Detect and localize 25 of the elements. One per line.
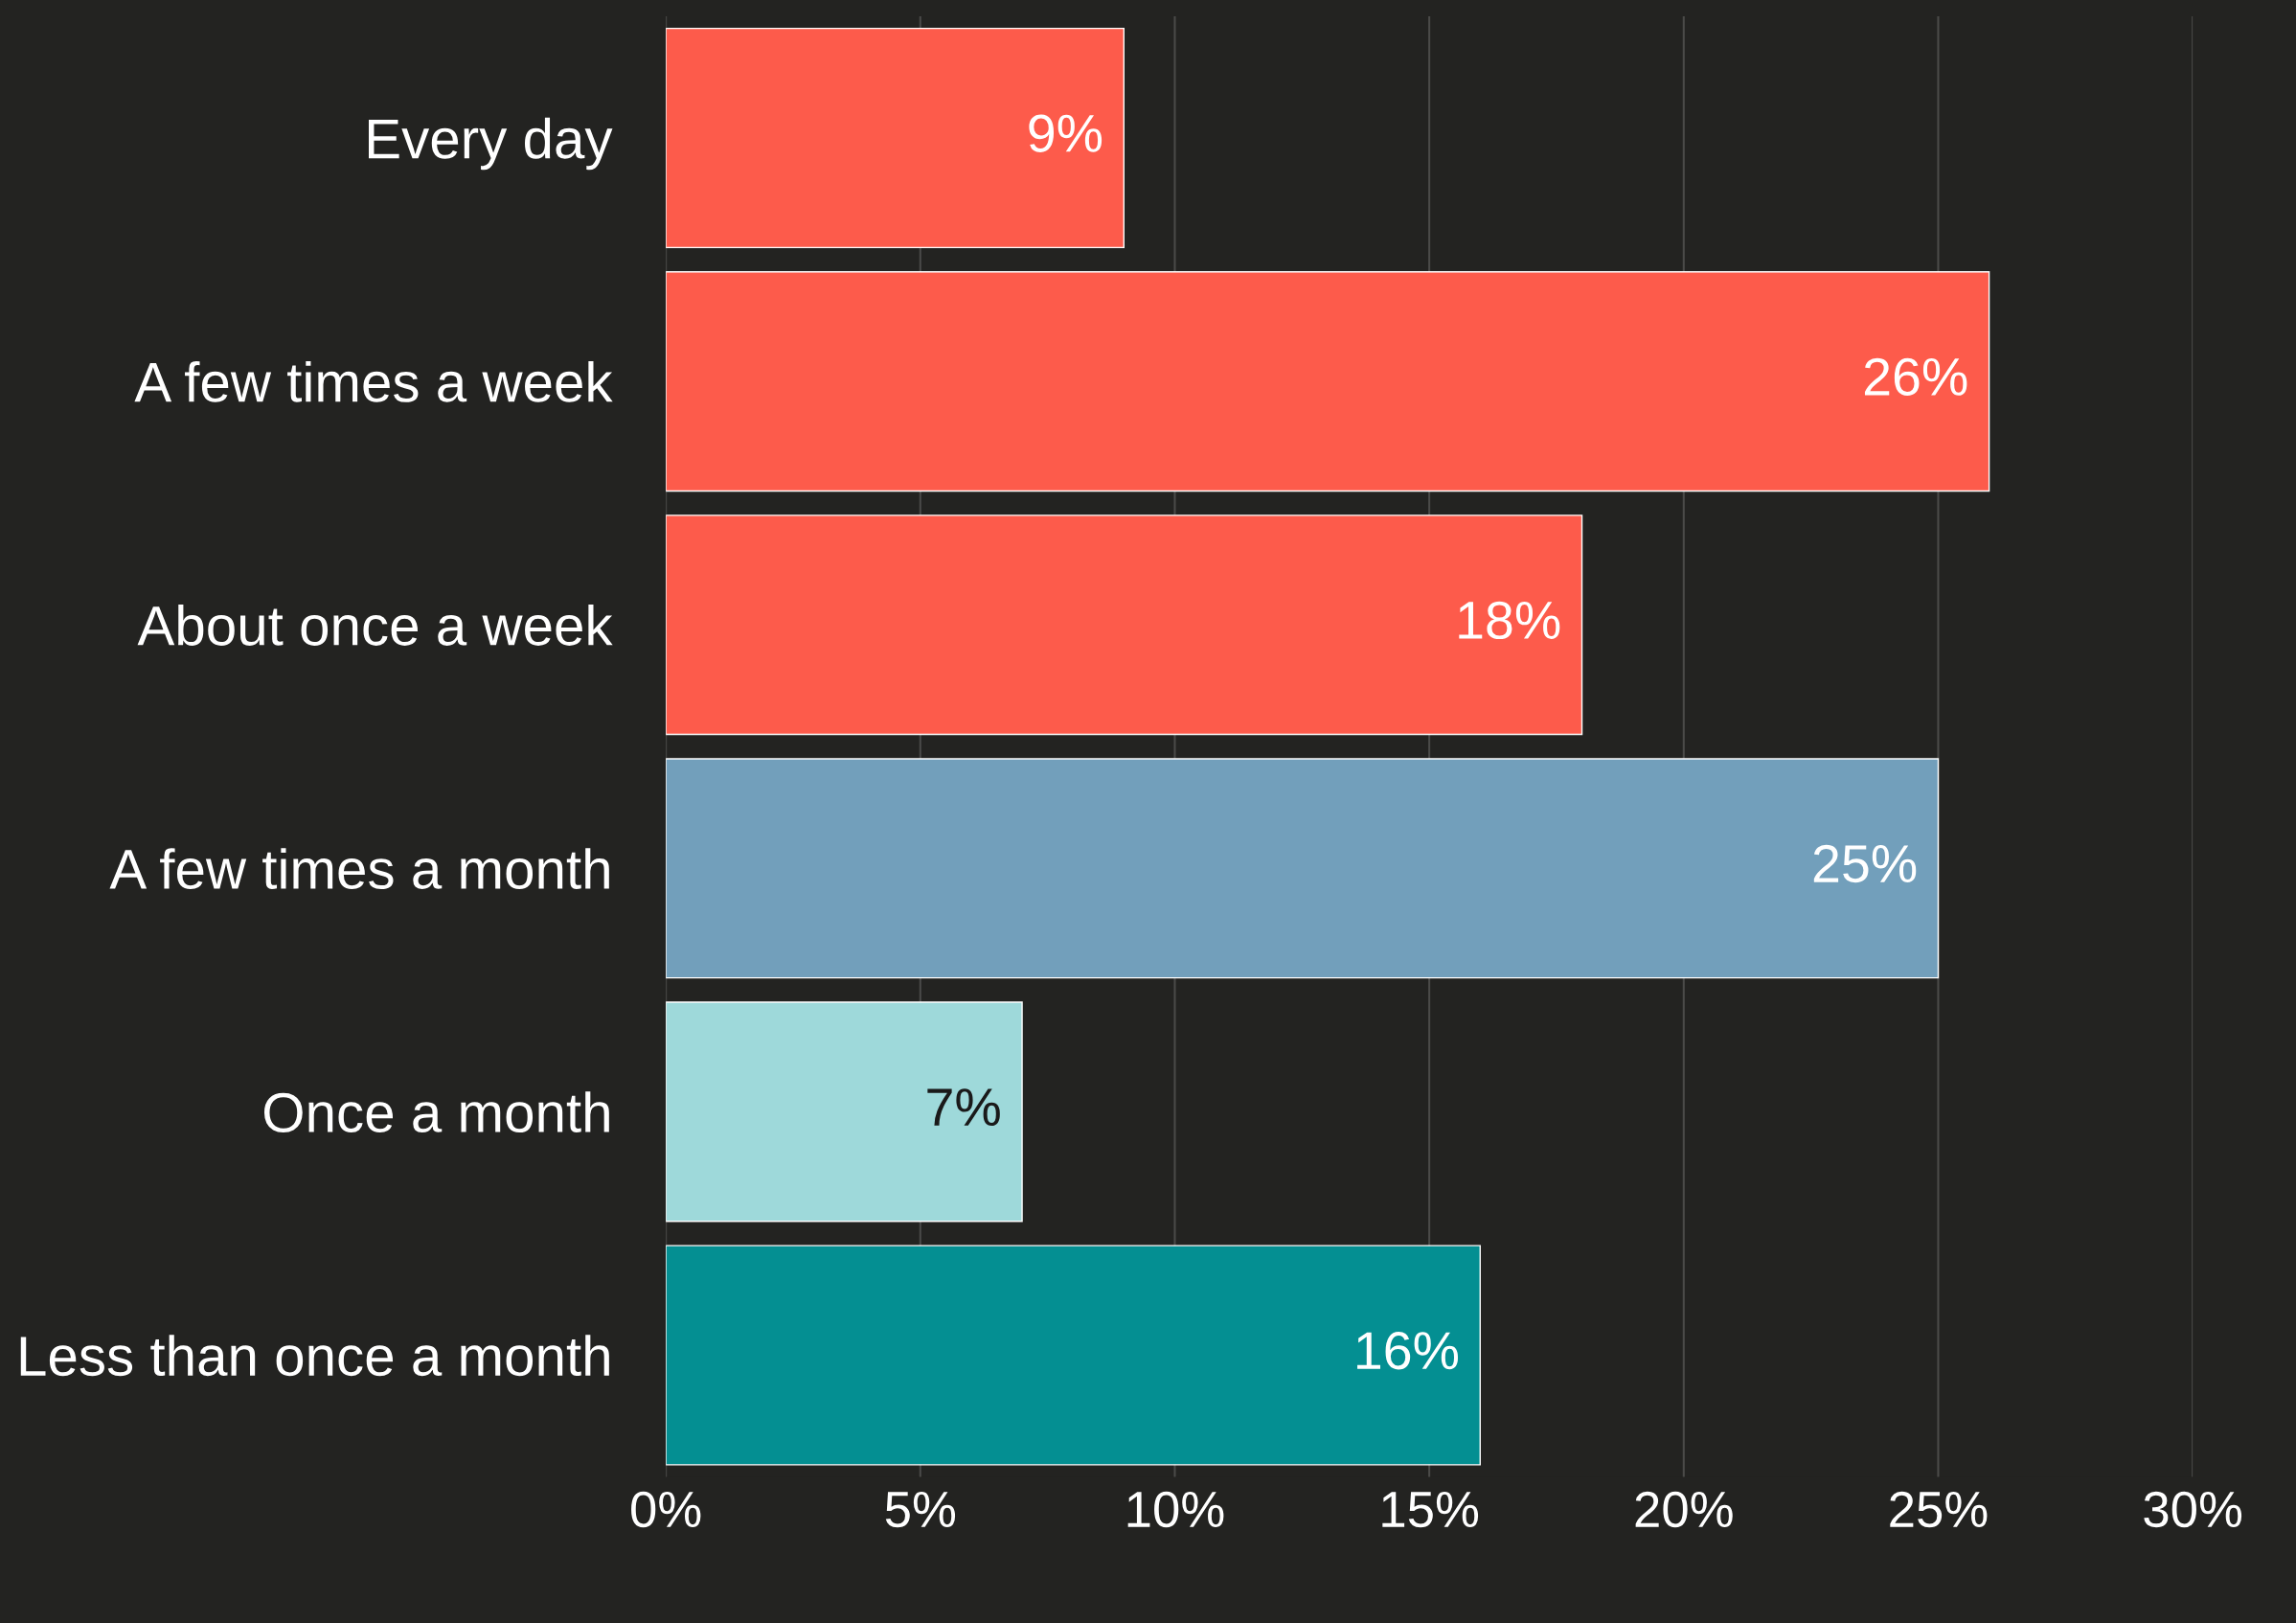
data-label: 26% [1864,357,1967,396]
bar [666,271,1990,492]
bar [666,27,1125,249]
x-tick-label: 30% [2144,1491,2242,1528]
y-tick-label: A few times a week [134,360,613,402]
y-tick-label: Less than once a month [20,1335,609,1377]
x-tick-label: 5% [885,1492,956,1528]
data-label: 16% [1357,1332,1459,1370]
bar [666,758,1940,979]
x-tick-label: 0% [631,1491,701,1528]
x-tick-label: 25% [1890,1491,1988,1528]
x-tick-label: 10% [1127,1491,1224,1528]
bar [666,1245,1481,1466]
y-tick-label: Once a month [263,1091,609,1133]
y-tick-label: A few times a month [109,848,609,889]
bar [666,514,1583,736]
data-label: 25% [1813,844,1917,883]
data-label: 9% [1029,114,1103,152]
x-tick-label: 20% [1635,1491,1733,1528]
data-label: 7% [927,1088,1000,1127]
bar [666,1001,1023,1223]
y-tick-label: Every day [369,117,613,171]
data-label: 18% [1459,601,1560,640]
y-tick-label: About once a week [137,605,613,646]
x-tick-label: 15% [1382,1492,1479,1528]
